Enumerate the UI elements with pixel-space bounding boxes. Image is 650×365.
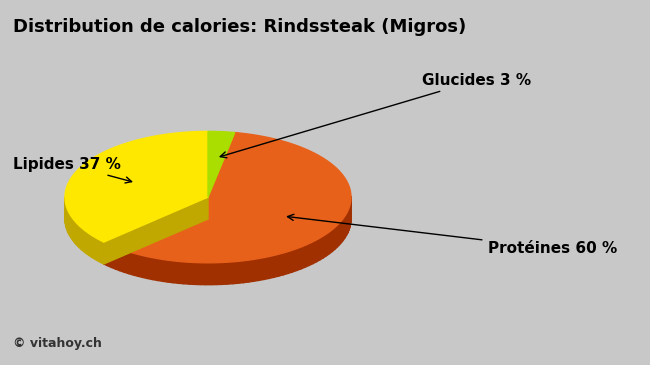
Polygon shape [158, 258, 162, 281]
Polygon shape [200, 263, 205, 285]
Polygon shape [79, 226, 81, 249]
Polygon shape [305, 244, 309, 267]
Polygon shape [65, 131, 208, 242]
Polygon shape [89, 234, 91, 257]
Polygon shape [329, 230, 332, 254]
Polygon shape [238, 261, 243, 283]
Polygon shape [195, 262, 200, 285]
Polygon shape [288, 250, 292, 273]
Polygon shape [104, 242, 107, 266]
Polygon shape [320, 236, 323, 260]
Polygon shape [179, 261, 184, 284]
Polygon shape [77, 223, 78, 246]
Text: Distribution de calories: Rindssteak (Migros): Distribution de calories: Rindssteak (Mi… [13, 18, 466, 36]
Polygon shape [91, 235, 93, 258]
Polygon shape [82, 228, 84, 251]
Polygon shape [86, 231, 87, 254]
Polygon shape [243, 260, 248, 283]
Polygon shape [335, 226, 337, 250]
Polygon shape [81, 227, 82, 250]
Polygon shape [345, 214, 346, 238]
Polygon shape [148, 257, 153, 280]
Polygon shape [274, 254, 279, 277]
Polygon shape [292, 249, 296, 272]
Polygon shape [222, 262, 227, 284]
Polygon shape [72, 217, 73, 241]
Polygon shape [337, 223, 339, 247]
Polygon shape [343, 216, 345, 241]
Polygon shape [74, 220, 75, 243]
Polygon shape [174, 261, 179, 283]
Polygon shape [184, 262, 189, 284]
Polygon shape [73, 219, 74, 242]
Polygon shape [208, 131, 235, 197]
Polygon shape [104, 197, 208, 264]
Polygon shape [104, 132, 351, 263]
Polygon shape [323, 234, 326, 258]
Polygon shape [138, 254, 143, 277]
Polygon shape [70, 214, 71, 237]
Text: Protéines 60 %: Protéines 60 % [287, 214, 617, 256]
Polygon shape [168, 260, 174, 283]
Polygon shape [279, 253, 283, 276]
Polygon shape [216, 262, 222, 285]
Polygon shape [341, 219, 343, 243]
Polygon shape [248, 260, 254, 282]
Polygon shape [124, 250, 129, 274]
Polygon shape [69, 212, 70, 236]
Polygon shape [259, 258, 264, 280]
Polygon shape [317, 238, 320, 262]
Polygon shape [78, 224, 79, 247]
Polygon shape [283, 251, 288, 275]
Polygon shape [313, 240, 317, 264]
Text: © vitahoy.ch: © vitahoy.ch [13, 337, 102, 350]
Polygon shape [107, 244, 112, 268]
Polygon shape [71, 215, 72, 239]
Polygon shape [227, 262, 233, 284]
Polygon shape [68, 211, 69, 234]
Polygon shape [254, 258, 259, 281]
Polygon shape [129, 252, 133, 275]
Polygon shape [87, 233, 89, 255]
Polygon shape [332, 228, 335, 252]
Polygon shape [309, 242, 313, 266]
Polygon shape [101, 241, 104, 264]
Polygon shape [205, 263, 211, 285]
Polygon shape [348, 206, 350, 231]
Polygon shape [75, 221, 77, 245]
Polygon shape [346, 211, 348, 235]
Polygon shape [133, 253, 138, 276]
Polygon shape [264, 257, 269, 280]
Polygon shape [339, 221, 341, 245]
Polygon shape [143, 255, 148, 278]
Polygon shape [97, 239, 99, 262]
Polygon shape [120, 249, 124, 272]
Polygon shape [296, 247, 301, 270]
Polygon shape [269, 255, 274, 278]
Polygon shape [301, 245, 305, 269]
Polygon shape [112, 246, 116, 269]
Polygon shape [95, 237, 97, 261]
Polygon shape [116, 247, 120, 271]
Polygon shape [326, 232, 329, 256]
Polygon shape [162, 260, 168, 282]
Polygon shape [104, 197, 208, 264]
Polygon shape [99, 240, 101, 263]
Polygon shape [84, 230, 86, 253]
Text: Glucides 3 %: Glucides 3 % [220, 73, 532, 158]
Polygon shape [153, 258, 158, 280]
Polygon shape [189, 262, 195, 284]
Polygon shape [93, 236, 95, 259]
Polygon shape [233, 261, 238, 284]
Text: Lipides 37 %: Lipides 37 % [13, 157, 132, 183]
Polygon shape [211, 263, 216, 285]
